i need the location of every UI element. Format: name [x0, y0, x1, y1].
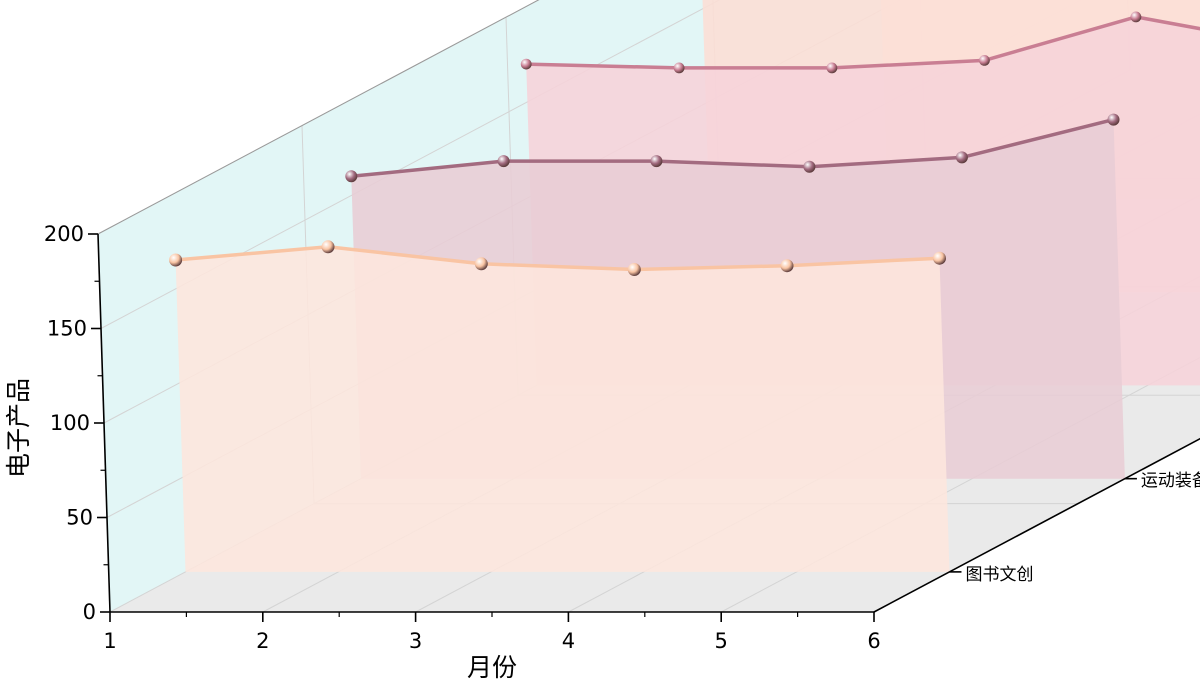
gridline-y — [100, 0, 721, 329]
data-point — [321, 240, 335, 254]
series-line — [175, 245, 940, 272]
x-tick-label: 5 — [715, 629, 728, 653]
data-point — [345, 170, 358, 183]
axes: 050100150200123456图书文创运动装备美妆护肤家居用品电子产品 — [44, 222, 1200, 653]
category-label: 图书文创 — [965, 565, 1033, 585]
data-point — [955, 151, 968, 164]
series-line — [526, 15, 1200, 70]
data-point — [627, 263, 641, 276]
data-point — [474, 257, 488, 271]
data-point — [933, 251, 946, 265]
x-tick-label: 1 — [103, 629, 116, 653]
data-point — [826, 62, 838, 74]
x-tick-label: 3 — [409, 629, 422, 653]
data-point — [1107, 113, 1120, 126]
y-axis-title: 电子产品 — [4, 378, 33, 478]
y-tick-label: 50 — [66, 506, 93, 530]
data-point — [650, 155, 663, 168]
series-area — [175, 246, 950, 572]
category-label: 运动装备 — [1141, 471, 1200, 491]
y-tick-label: 150 — [47, 317, 87, 341]
x-tick-label: 6 — [867, 629, 880, 653]
series-layer — [169, 0, 1200, 572]
data-point — [497, 155, 510, 168]
data-point — [673, 62, 685, 74]
data-point — [1130, 11, 1142, 23]
x-axis-title: 月份 — [467, 653, 517, 682]
data-point — [979, 55, 990, 66]
depth-axis-line — [873, 437, 1200, 613]
data-point — [169, 253, 183, 267]
series-1 — [169, 240, 950, 572]
y-tick-label: 200 — [44, 222, 84, 246]
y-tick-label: 0 — [83, 600, 96, 624]
x-tick-label: 4 — [562, 629, 575, 653]
data-point — [803, 160, 816, 173]
data-point — [520, 58, 532, 70]
series-line — [351, 117, 1114, 179]
data-point — [780, 259, 794, 273]
x-tick-label: 2 — [256, 629, 269, 653]
y-tick-label: 100 — [50, 411, 90, 435]
